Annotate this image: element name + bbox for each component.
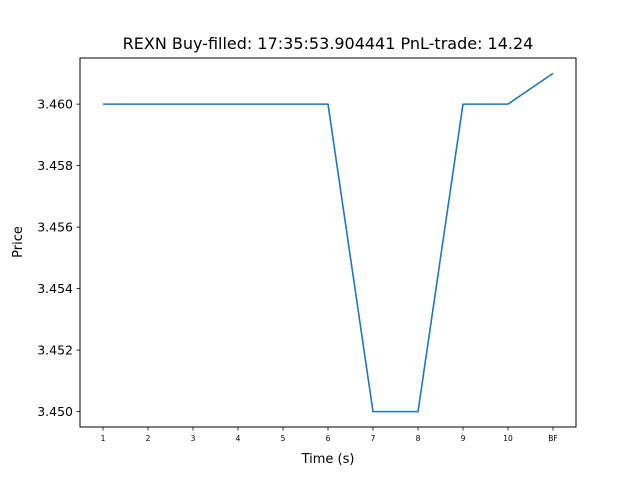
y-axis-label: Price — [11, 226, 26, 258]
x-tick-label: 10 — [503, 434, 513, 443]
x-tick-label: 1 — [101, 434, 106, 443]
y-tick-label: 3.454 — [37, 281, 73, 296]
x-tick-label: 8 — [416, 434, 421, 443]
price-series-line — [103, 72, 554, 413]
y-tick-label: 3.460 — [37, 97, 73, 112]
x-tick-label: 4 — [236, 434, 241, 443]
plot-area — [79, 57, 577, 428]
x-tick-label: 9 — [461, 434, 466, 443]
x-tick-label: 5 — [281, 434, 286, 443]
y-tick-label: 3.452 — [37, 343, 73, 358]
chart-title: REXN Buy-filled: 17:35:53.904441 PnL-tra… — [123, 34, 534, 53]
x-tick-label: 3 — [191, 434, 196, 443]
y-tick-label: 3.450 — [37, 404, 73, 419]
x-axis-label: Time (s) — [301, 452, 355, 467]
x-tick-label: 2 — [146, 434, 151, 443]
y-tick-label: 3.458 — [37, 158, 73, 173]
x-tick-label: 6 — [326, 434, 331, 443]
x-tick-label: 7 — [371, 434, 376, 443]
y-tick-label: 3.456 — [37, 220, 73, 235]
x-tick-label: BF — [548, 434, 557, 443]
